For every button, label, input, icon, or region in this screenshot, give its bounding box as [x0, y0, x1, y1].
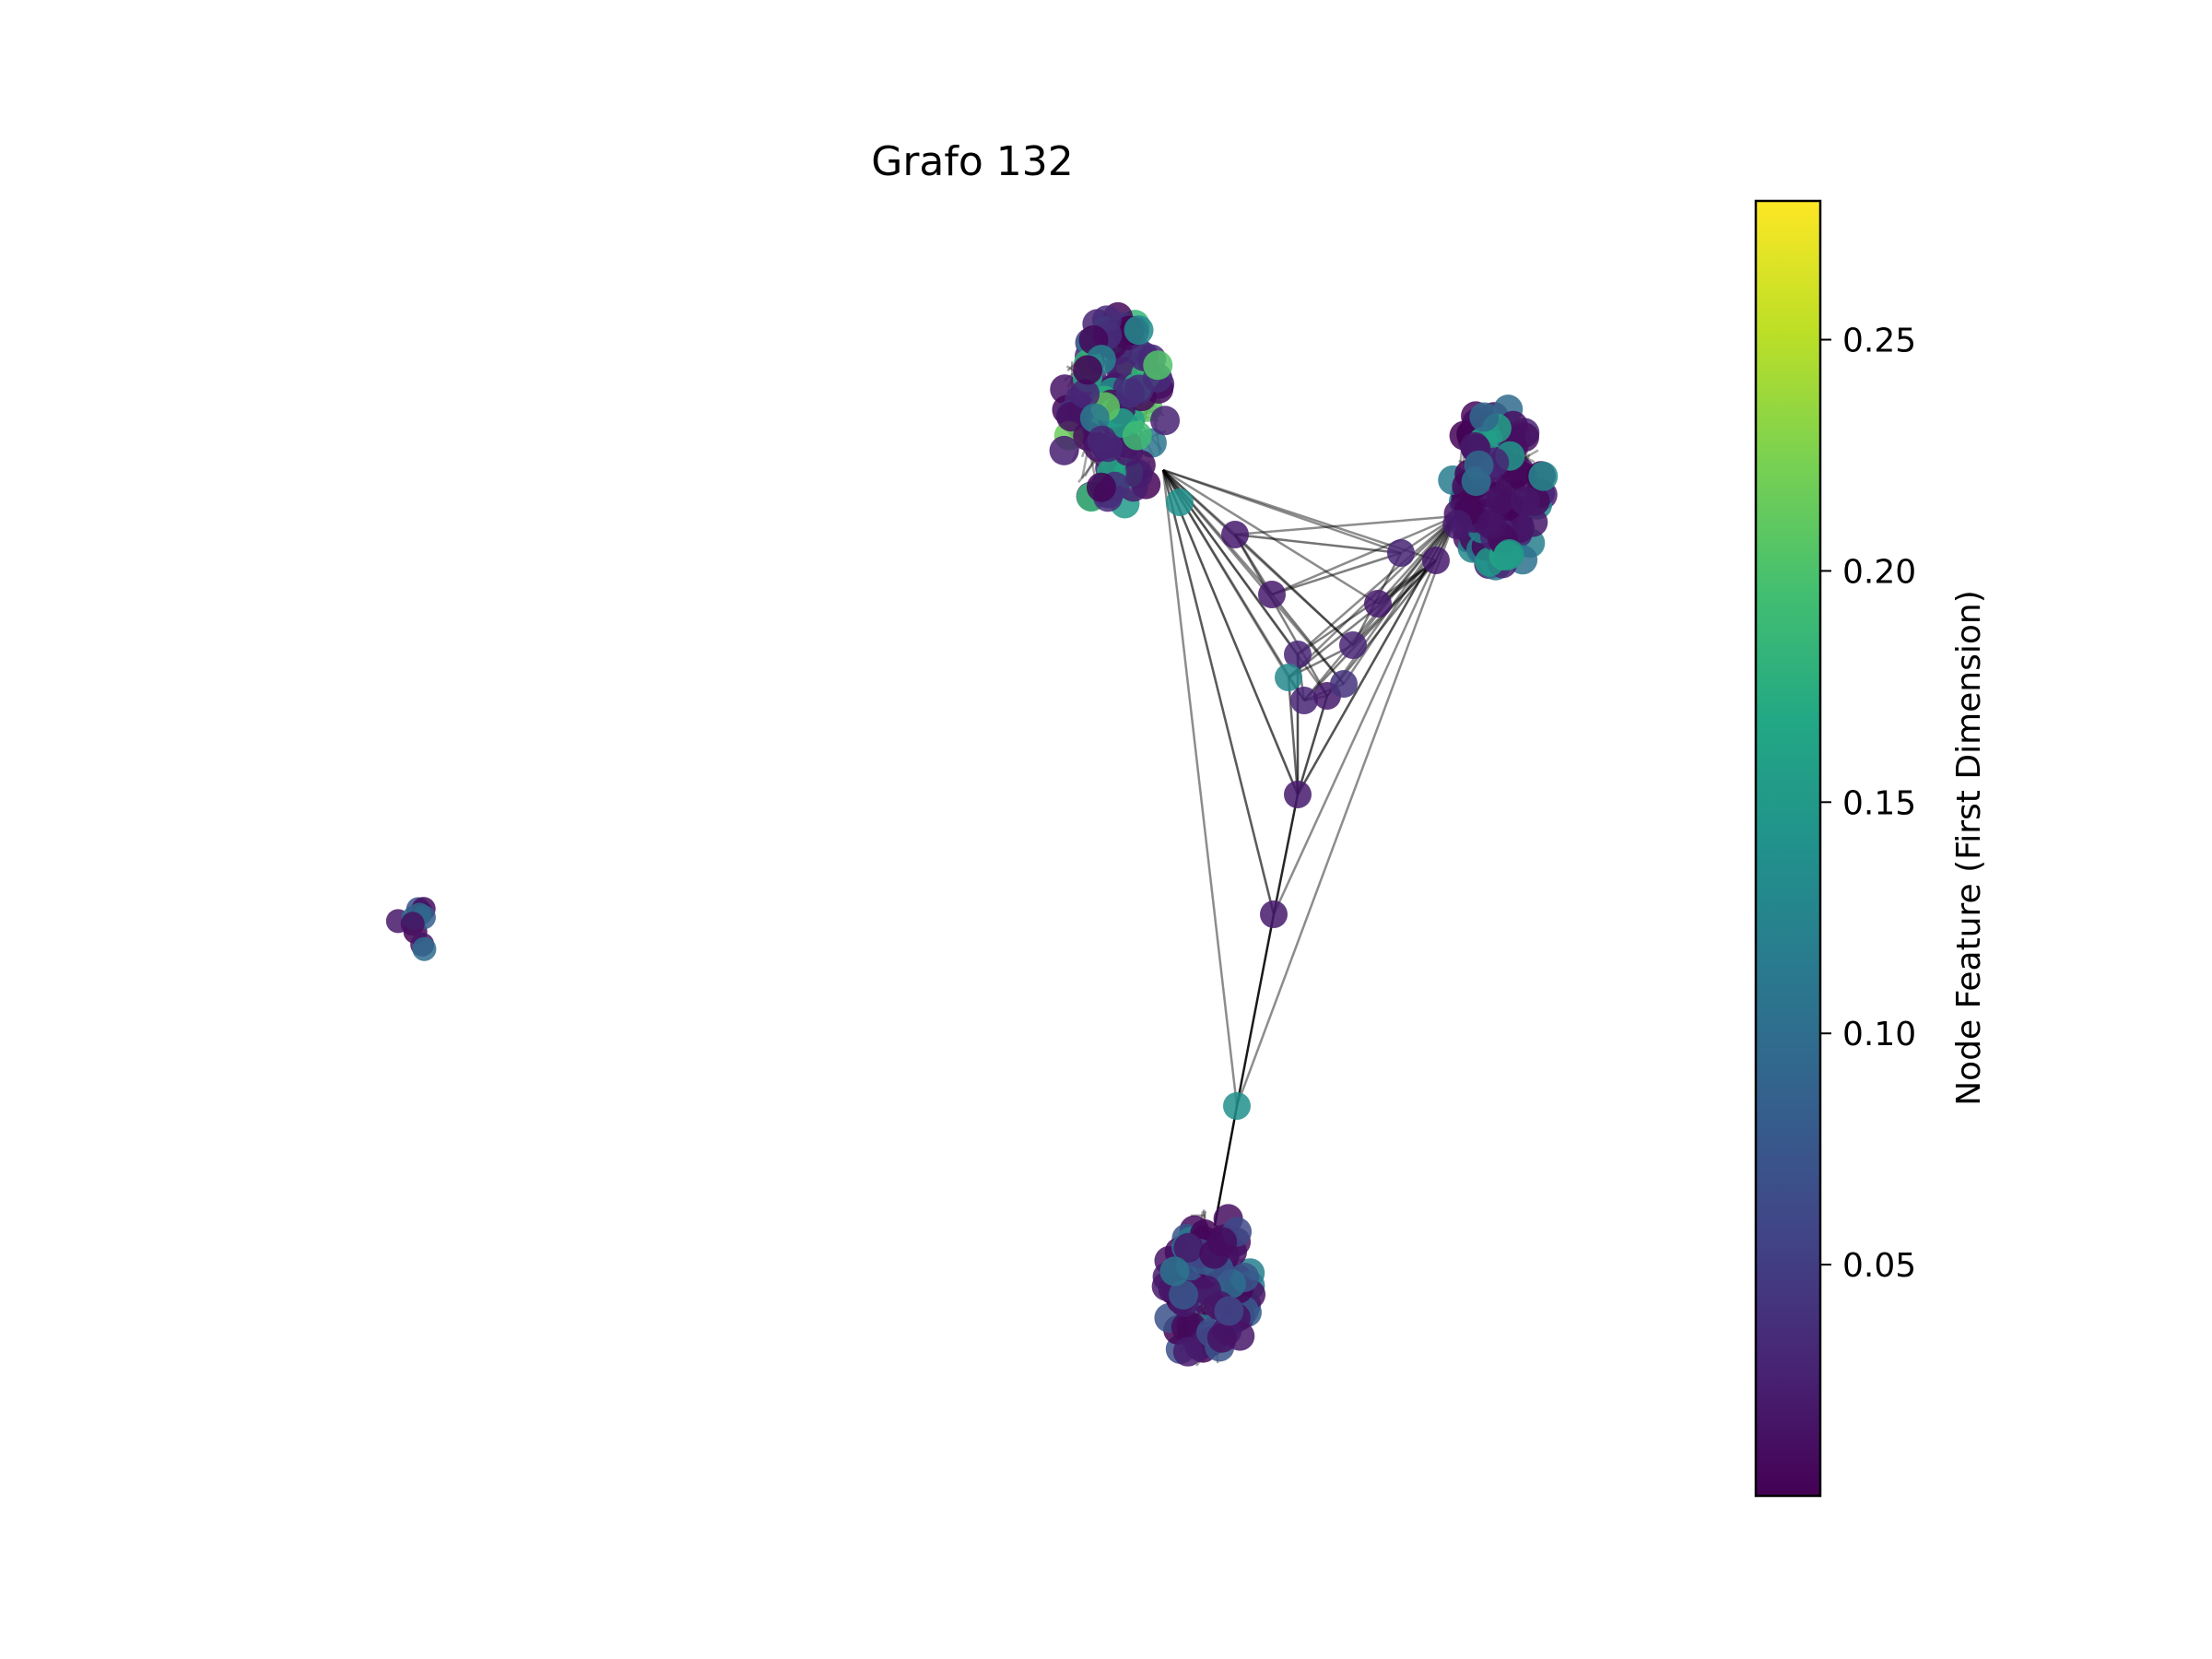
nodes-layer — [385, 301, 1559, 1367]
graph-node — [1275, 664, 1302, 691]
graph-node — [1166, 488, 1194, 516]
graph-edge — [1161, 469, 1276, 915]
graph-node — [1387, 539, 1415, 567]
graph-node — [1442, 510, 1473, 540]
graph-node — [1223, 1092, 1251, 1120]
colorbar-tick-label: 0.05 — [1842, 1247, 1916, 1285]
colorbar-ticks: 0.05 0.10 0.15 0.20 0.25 — [1820, 323, 1916, 1285]
graph-node — [1087, 425, 1117, 455]
graph-edge — [1161, 469, 1276, 915]
graph-node — [1073, 355, 1103, 385]
graph-node — [1207, 1227, 1238, 1257]
graph-edge — [1234, 534, 1354, 646]
graph-node — [1150, 406, 1181, 436]
graph-edge — [1272, 794, 1300, 915]
graph-edge — [1235, 913, 1276, 1107]
graph-node — [1528, 461, 1559, 491]
graph-node — [1206, 1323, 1237, 1353]
graph-edge — [1161, 469, 1239, 1107]
graph-edge — [1162, 468, 1402, 555]
graph-node — [1214, 1296, 1244, 1326]
graph-node — [1049, 435, 1079, 465]
graph-node — [1172, 1336, 1203, 1367]
graph-node — [1477, 510, 1507, 540]
graph-node — [1124, 315, 1154, 346]
graph-edge — [1234, 514, 1457, 536]
chart-title: Grafo 132 — [871, 138, 1074, 185]
graph-node — [1284, 781, 1312, 808]
graph-node — [1290, 687, 1318, 714]
graph-node — [1485, 485, 1515, 515]
graph-node — [1493, 540, 1524, 571]
graph-node — [1143, 350, 1173, 381]
graph-node — [1159, 1256, 1190, 1287]
graph-edge — [1162, 469, 1236, 535]
graph-node — [1123, 459, 1153, 489]
graph-edge — [1161, 469, 1300, 795]
graph-edge — [1296, 695, 1329, 795]
graph-node — [1173, 1232, 1204, 1263]
colorbar-label: Node Feature (First Dimension) — [1950, 590, 1988, 1106]
graph-node — [1169, 1279, 1199, 1310]
graph-node — [1122, 420, 1152, 451]
graph-edge — [1377, 515, 1457, 605]
graph-node — [1422, 547, 1450, 574]
graph-node — [1086, 472, 1116, 502]
graph-node — [400, 912, 425, 936]
graph-edge — [1352, 559, 1437, 646]
graph-node — [1258, 581, 1286, 608]
graph-node — [1339, 631, 1367, 659]
graph-node — [1079, 403, 1110, 433]
graph-edge — [1297, 515, 1457, 655]
graph-node — [1364, 590, 1392, 618]
colorbar-tick-label: 0.25 — [1842, 323, 1916, 360]
graph-node — [1330, 670, 1358, 698]
graph-edge — [1161, 469, 1300, 795]
graph-node — [412, 936, 437, 961]
graph-node — [1221, 521, 1249, 548]
colorbar-gradient — [1754, 199, 1822, 1498]
graph-edge — [1162, 468, 1379, 606]
graph-node — [1056, 402, 1087, 432]
graph-node — [1070, 379, 1100, 409]
graph-edge — [1271, 594, 1345, 685]
graph-node — [1260, 900, 1288, 928]
graph-edge — [1271, 551, 1402, 596]
graph-node — [1464, 450, 1494, 480]
graph-node — [1284, 641, 1312, 668]
graph-edge — [1287, 677, 1300, 795]
colorbar-tick-label: 0.15 — [1842, 784, 1916, 822]
graph-edge — [1235, 515, 1458, 1107]
graph-node — [1469, 402, 1500, 432]
graph-edge — [1272, 515, 1458, 915]
graph-edge — [1233, 534, 1329, 697]
graph-edge — [1234, 533, 1402, 555]
colorbar-tick-label: 0.20 — [1842, 553, 1916, 591]
graph-node — [1510, 486, 1540, 516]
graph-edge — [1271, 514, 1457, 596]
colorbar-tick-label: 0.10 — [1842, 1016, 1916, 1053]
graph-edge — [1213, 1105, 1239, 1227]
colorbar: 0.05 0.10 0.15 0.20 0.25 Node Feature (First… — [1754, 199, 1988, 1498]
